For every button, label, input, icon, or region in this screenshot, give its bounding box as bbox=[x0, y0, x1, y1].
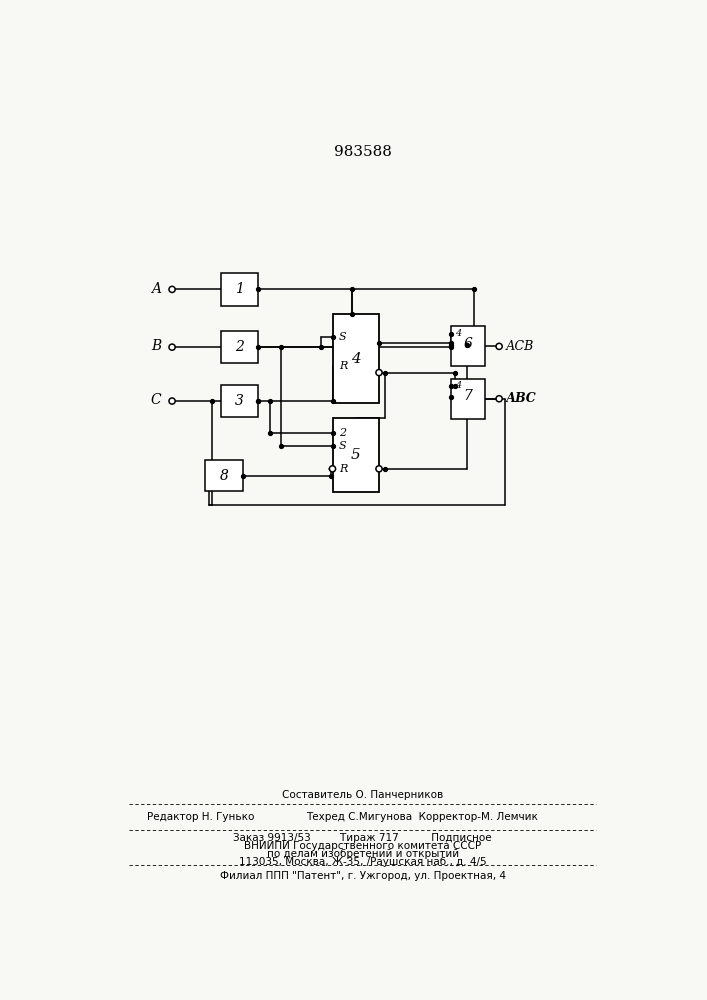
Text: Редактор Н. Гунько: Редактор Н. Гунько bbox=[147, 812, 255, 822]
Circle shape bbox=[329, 466, 336, 472]
Text: A: A bbox=[151, 282, 161, 296]
Text: 7: 7 bbox=[464, 389, 472, 403]
Text: 2: 2 bbox=[235, 340, 244, 354]
Circle shape bbox=[496, 396, 502, 402]
Text: 4: 4 bbox=[455, 329, 461, 338]
Text: Филиал ППП "Патент", г. Ужгород, ул. Проектная, 4: Филиал ППП "Патент", г. Ужгород, ул. Про… bbox=[220, 871, 506, 881]
Bar bbox=[221, 331, 258, 363]
Circle shape bbox=[496, 343, 502, 349]
Bar bbox=[206, 460, 243, 491]
Text: 6: 6 bbox=[464, 337, 472, 351]
Text: Заказ 9913/53         Тираж 717          Подписное: Заказ 9913/53 Тираж 717 Подписное bbox=[233, 833, 492, 843]
Bar bbox=[332, 314, 379, 403]
Bar bbox=[451, 326, 485, 366]
Text: АВС: АВС bbox=[506, 392, 536, 405]
Circle shape bbox=[376, 369, 382, 376]
Text: ВНИИПИ Государственного комитета СССР: ВНИИПИ Государственного комитета СССР bbox=[244, 841, 481, 851]
Bar bbox=[221, 273, 258, 306]
Text: 1: 1 bbox=[235, 282, 244, 296]
Circle shape bbox=[169, 286, 175, 292]
Text: S: S bbox=[339, 332, 346, 342]
Text: R: R bbox=[339, 361, 347, 371]
Bar bbox=[451, 379, 485, 419]
Text: 983588: 983588 bbox=[334, 145, 392, 159]
Text: 5: 5 bbox=[351, 448, 361, 462]
Text: 113035, Москва, Ж-35, /Раушская наб., д. 4/5: 113035, Москва, Ж-35, /Раушская наб., д.… bbox=[239, 857, 486, 867]
Text: 8: 8 bbox=[220, 469, 228, 483]
Circle shape bbox=[376, 466, 382, 472]
Text: 4: 4 bbox=[455, 381, 461, 390]
Text: 4: 4 bbox=[351, 352, 361, 366]
Bar bbox=[332, 418, 379, 492]
Text: R: R bbox=[339, 464, 347, 474]
Text: АСВ: АСВ bbox=[506, 340, 534, 353]
Circle shape bbox=[169, 398, 175, 404]
Text: 3: 3 bbox=[235, 394, 244, 408]
Text: B: B bbox=[151, 339, 161, 353]
Text: Техред С.Мигунова  Корректор-М. Лемчик: Техред С.Мигунова Корректор-М. Лемчик bbox=[305, 812, 537, 822]
Circle shape bbox=[169, 344, 175, 350]
Text: C: C bbox=[151, 393, 161, 407]
Text: S: S bbox=[339, 441, 346, 451]
Text: по делам изобретений и открытий: по делам изобретений и открытий bbox=[267, 849, 459, 859]
Bar bbox=[221, 385, 258, 417]
Text: Составитель О. Панчерников: Составитель О. Панчерников bbox=[282, 790, 443, 800]
Text: 2: 2 bbox=[339, 428, 346, 438]
